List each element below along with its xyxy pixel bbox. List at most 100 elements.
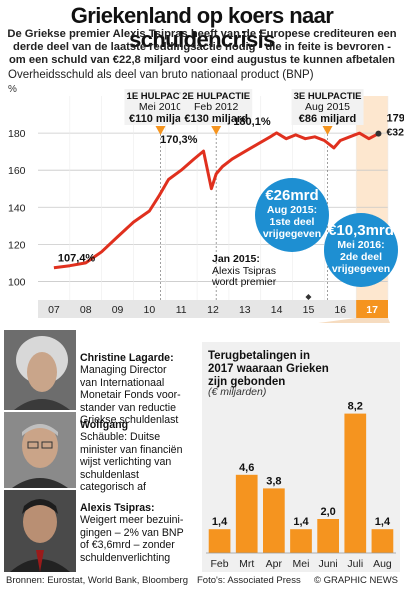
- bar-value-label: 3,8: [266, 475, 281, 487]
- bar-value-label: 1,4: [293, 516, 309, 528]
- hulp-triangle: [322, 126, 333, 135]
- bubble-line: 1ste deel: [269, 216, 315, 228]
- bar-value-label: 8,2: [348, 401, 363, 413]
- caption-lagarde: Christine Lagarde: Managing Director van…: [80, 352, 200, 426]
- bar: [371, 529, 394, 553]
- caption-line: Managing Director: [80, 364, 167, 377]
- y-unit-label: %: [8, 84, 17, 95]
- y-tick-label: 180: [8, 128, 26, 140]
- inset-title-line: Terugbetalingen in: [208, 350, 311, 362]
- x-tick-label: 16: [334, 304, 346, 316]
- bubble-line: vrijgegeven: [262, 228, 322, 240]
- intro-line: om een schuld van €22,8 miljard voor ein…: [8, 54, 396, 66]
- bubble-date: Mei 2016:: [337, 239, 385, 251]
- data-label: 170,3%: [160, 134, 198, 146]
- bar: [317, 519, 339, 553]
- x-tick-label: 13: [239, 304, 251, 316]
- series-line: [53, 131, 380, 270]
- hulp-label: 2E HULPACTIE: [182, 91, 250, 102]
- data-label: 180,1%: [233, 116, 271, 128]
- highlight-wedge: [318, 318, 390, 323]
- inset-unit: (€ miljarden): [208, 386, 267, 398]
- x-tick-label: 10: [144, 304, 156, 316]
- bar: [344, 413, 367, 553]
- y-tick-label: 160: [8, 165, 26, 177]
- bubble-amount: €10,3mrd: [328, 222, 394, 239]
- y-tick-label: 140: [8, 202, 26, 214]
- hulp-box: [291, 89, 364, 125]
- caption-line: Monetair Fonds voor-: [80, 389, 181, 402]
- tsipras-annotation: Jan 2015: Alexis Tsipras wordt premier: [212, 253, 277, 289]
- caption-line: gingen – 2% van BNP: [80, 526, 184, 539]
- data-label: 179,7%: [386, 113, 404, 125]
- bar-category-label: Aug: [373, 558, 392, 570]
- bar: [235, 474, 258, 553]
- y-tick-label: 120: [8, 239, 26, 251]
- bar-category-label: Mrt: [239, 558, 254, 570]
- bubble-amount: €26mrd: [265, 187, 319, 204]
- y-tick-label: 100: [8, 276, 26, 288]
- caption-line: stander van reductie: [80, 401, 176, 414]
- tsipras-line: wordt premier: [212, 276, 277, 288]
- bubble-second-tranche: €10,3mrd Mei 2016: 2de deel vrijgegeven: [324, 213, 398, 287]
- bar: [263, 488, 285, 553]
- x-tick-label: 07: [48, 304, 60, 316]
- intro-text: De Griekse premier Alexis Tsipras heeft …: [6, 28, 398, 67]
- hulp-box: [180, 89, 253, 125]
- hulp-date: Aug 2015: [305, 101, 350, 113]
- caption-line: categorisch af: [80, 481, 146, 494]
- end-amount-label: €329mrd: [386, 127, 404, 139]
- hulp-amount: €130 miljard: [184, 113, 248, 125]
- x-tick-label: 11: [176, 304, 187, 316]
- bar-category-label: Juni: [319, 558, 338, 570]
- caption-line: minister van financiën: [80, 443, 183, 456]
- x-tick-label: 15: [303, 304, 315, 316]
- tsipras-marker: [305, 294, 312, 300]
- hulp-triangle: [211, 126, 222, 135]
- inset-title-line: zijn gebonden: [208, 376, 286, 388]
- data-label: 107,4%: [58, 253, 96, 265]
- caption-line: schuldenlast: [80, 468, 139, 481]
- footer-credit: © GRAPHIC NEWS: [313, 575, 398, 586]
- intro-line: De Griekse premier Alexis Tsipras heeft …: [7, 28, 397, 40]
- caption-line: schuldenverlichting: [80, 551, 171, 564]
- x-tick-label: 14: [271, 304, 283, 316]
- end-point-marker: [375, 130, 382, 137]
- caption-line: wijst verlichting van: [80, 456, 172, 469]
- bar-value-label: 1,4: [375, 516, 391, 528]
- bar-category-label: Mei: [293, 558, 310, 570]
- caption-line: van Internationaal: [80, 376, 165, 389]
- x-tick-label: 09: [112, 304, 124, 316]
- bar-category-label: Juli: [347, 558, 363, 570]
- hulp-date: Mei 2010: [139, 101, 182, 113]
- hulp-label: 3E HULPACTIE: [294, 91, 362, 102]
- inset-title-line: 2017 waaraan Grieken: [208, 363, 329, 375]
- tsipras-portrait: [4, 490, 76, 572]
- bar-value-label: 1,4: [212, 516, 228, 528]
- caption-schauble: Wolfgang Schäuble: Duitse minister van f…: [80, 419, 200, 493]
- x-tick-label: 17: [366, 304, 378, 316]
- person-name: Wolfgang: [80, 419, 129, 431]
- hulp-amount: €110 miljard: [129, 113, 192, 125]
- bar: [290, 529, 312, 553]
- schauble-portrait: [4, 412, 76, 488]
- bubble-first-tranche: €26mrd Aug 2015: 1ste deel vrijgegeven: [255, 178, 329, 252]
- caption-line: Griekse schuldenlast: [80, 414, 179, 427]
- lagarde-portrait: [4, 330, 76, 410]
- x-axis-highlight: [356, 300, 388, 318]
- bar: [208, 529, 231, 553]
- person-name: Alexis Tsipras:: [80, 502, 155, 514]
- photo-tsipras: [4, 490, 76, 572]
- bubble-line: 2de deel: [339, 251, 383, 263]
- photo-lagarde: [4, 330, 76, 410]
- x-tick-label: 12: [207, 304, 219, 316]
- intro-line: derde deel van de laatste reddingsactie …: [13, 41, 391, 53]
- caption-line: Weigert meer bezuini-: [80, 514, 184, 527]
- footer-photos: Foto's: Associated Press: [197, 575, 301, 586]
- bar-category-label: Feb: [211, 558, 229, 570]
- footer-sources: Bronnen: Eurostat, World Bank, Bloomberg: [6, 575, 189, 586]
- bubble-line: vrijgegeven: [331, 263, 391, 275]
- photo-schauble: [4, 412, 76, 488]
